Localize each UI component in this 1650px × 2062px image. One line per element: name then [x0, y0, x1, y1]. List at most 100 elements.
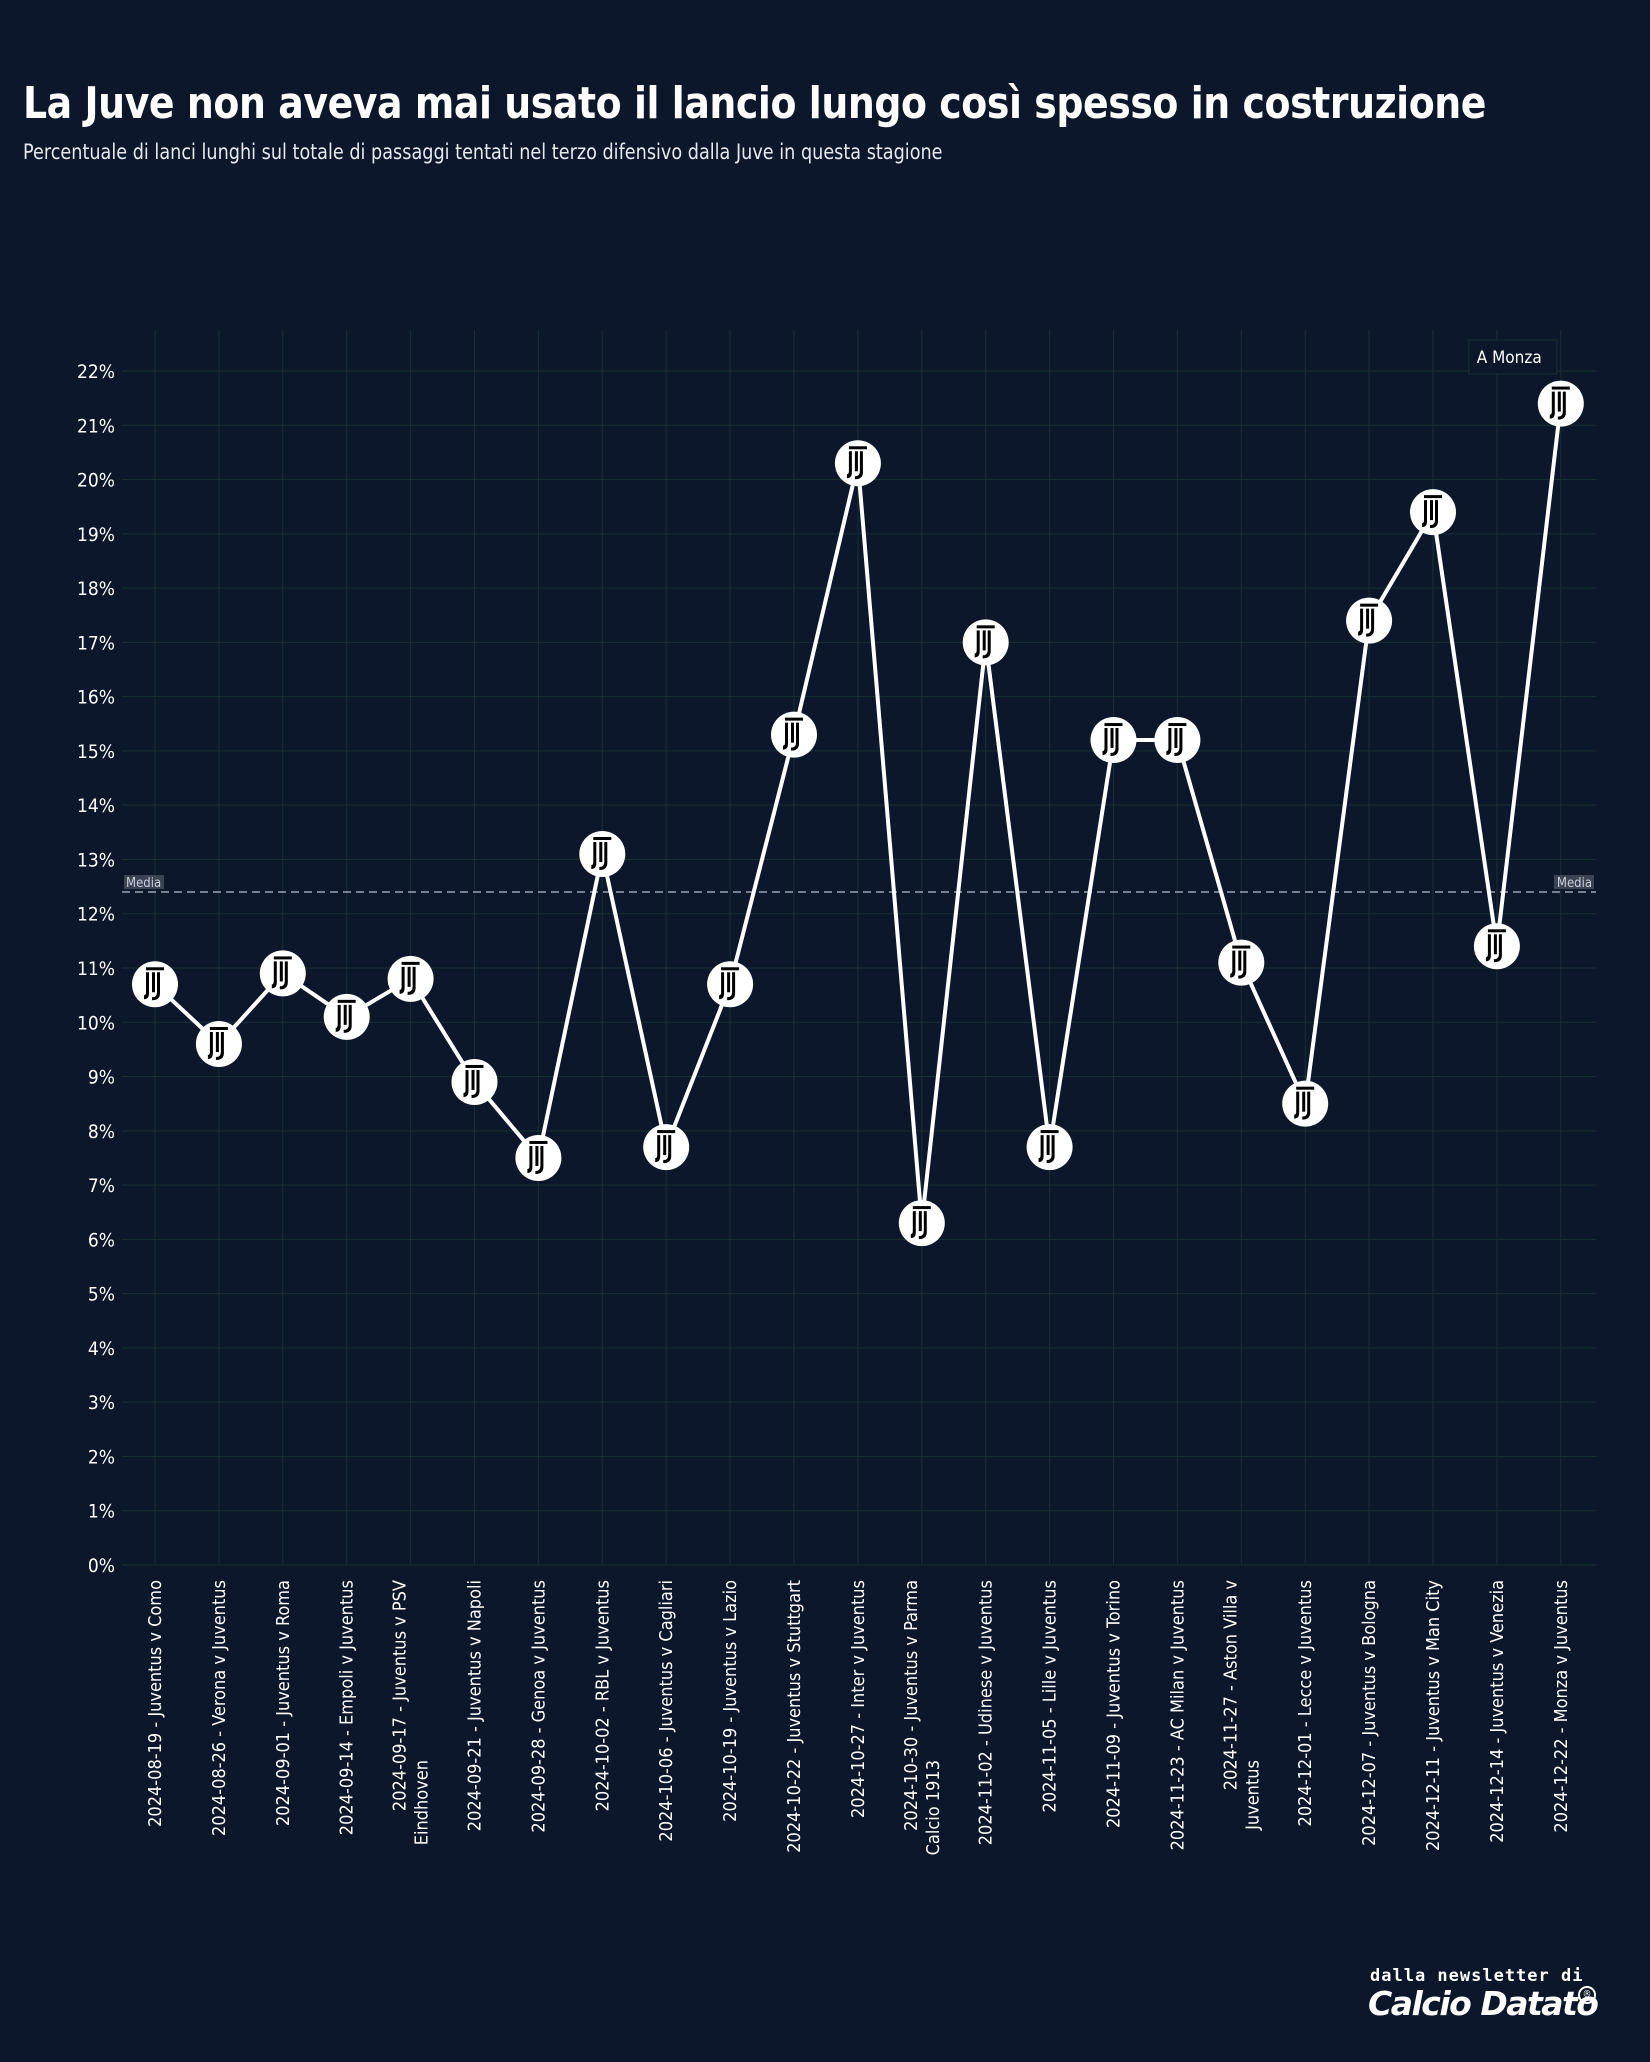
y-axis: 0% 1% 2% 3% 4% 5% 6% 7% 8% 9% 10% 11% 12% 13% 14% 15% 16…: [77, 361, 115, 1577]
x-tick-label: 2024-12-11 - Juventus v Man City: [1423, 1580, 1444, 1851]
juventus-logo-icon: [527, 1140, 548, 1174]
juventus-logo-icon: [144, 967, 164, 1001]
logo-wordmark-bar: [593, 837, 612, 841]
data-point: [1154, 717, 1201, 764]
logo-stroke-left: [1422, 500, 1427, 528]
x-tick-label: 2024-10-27 - Inter v Juventus: [848, 1580, 869, 1818]
x-tick-label-line: 2024-11-05 - Lille v Juventus: [1040, 1580, 1061, 1812]
x-tick-label: 2024-12-07 - Juventus v Bologna: [1359, 1580, 1380, 1846]
y-tick-label: 8%: [88, 1121, 115, 1143]
juventus-logo-icon: [1485, 929, 1506, 963]
x-tick-label-line: 2024-11-23 - AC Milan v Juventus: [1167, 1580, 1188, 1850]
logo-wordmark-bar: [912, 1206, 931, 1210]
mean-label-bg: [124, 875, 164, 890]
logo-stroke-left: [783, 722, 788, 750]
logo-wordmark-bar: [1040, 1130, 1059, 1134]
y-tick-label: 15%: [77, 741, 115, 763]
x-tick-label: 2024-09-17 - Juventus v PSV Eindhoven: [390, 1580, 433, 1845]
logo-stroke-left: [1166, 728, 1172, 756]
logo-stroke-right: [854, 451, 863, 480]
chart-subtitle: Percentuale di lanci lunghi sul totale d…: [23, 140, 943, 164]
data-point: [1090, 717, 1137, 764]
y-tick-label: 6%: [88, 1229, 115, 1251]
logo-stroke-left: [910, 1211, 916, 1239]
x-tick-label: 2024-11-05 - Lille v Juventus: [1040, 1580, 1061, 1812]
grid: [122, 330, 1596, 1566]
logo-wordmark-bar: [401, 961, 420, 965]
x-tick-label-line: 2024-12-14 - Juventus v Venezia: [1487, 1580, 1508, 1843]
logo-stroke-left: [144, 972, 149, 1000]
x-tick-label: 2024-11-09 - Juventus v Torino: [1104, 1580, 1125, 1828]
x-tick-label: 2024-08-26 - Verona v Juventus: [209, 1580, 230, 1836]
logo-stroke-right: [471, 1069, 480, 1098]
x-tick-label: 2024-11-23 - AC Milan v Juventus: [1167, 1580, 1188, 1850]
logo-stroke-left: [335, 1004, 341, 1032]
logo-stroke-mid: [215, 1031, 219, 1052]
logo-stroke-mid: [535, 1145, 539, 1166]
data-point: [1026, 1124, 1073, 1171]
x-tick-label-line: 2024-08-19 - Juventus v Como: [145, 1580, 166, 1827]
logo-wordmark-bar: [1232, 945, 1251, 949]
y-tick-label: 2%: [88, 1446, 115, 1468]
logo-stroke-left: [207, 1031, 213, 1059]
logo-stroke-left: [1549, 391, 1555, 419]
x-tick-label-line: 2024-10-06 - Juventus v Cagliari: [656, 1580, 677, 1842]
data-point: [1537, 380, 1584, 427]
data-point: [1282, 1080, 1329, 1127]
logo-wordmark-bar: [273, 956, 292, 960]
data-point: [451, 1058, 498, 1105]
juventus-logo-icon: [271, 956, 292, 990]
x-tick-label: 2024-10-19 - Juventus v Lazio: [720, 1580, 741, 1822]
logo-stroke-mid: [1174, 728, 1178, 749]
logo-wordmark-bar: [976, 625, 995, 629]
x-tick-label-line: 2024-11-02 - Udinese v Juventus: [976, 1580, 997, 1845]
data-point: [707, 961, 754, 1008]
juventus-logo-icon: [1294, 1086, 1315, 1120]
footer-newsletter-text: dalla newsletter di: [1370, 1966, 1584, 1986]
data-point: [323, 993, 370, 1040]
annotation-box: [1468, 339, 1558, 375]
data-point: [898, 1200, 945, 1247]
y-tick-label: 9%: [88, 1067, 115, 1089]
x-tick-label: 2024-09-14 - Empoli v Juventus: [337, 1580, 358, 1835]
logo-stroke-left: [399, 966, 405, 994]
data-point: [1346, 597, 1393, 644]
juventus-logo-icon: [910, 1206, 931, 1240]
x-tick-label-line: 2024-08-26 - Verona v Juventus: [209, 1580, 230, 1836]
logo-stroke-right: [663, 1135, 672, 1164]
logo-stroke-right: [279, 961, 288, 990]
footer-brand-logo: Calcio Datato: [1368, 1984, 1599, 2023]
x-tick-label-line: 2024-10-02 - RBL v Juventus: [592, 1580, 613, 1811]
juventus-logo-icon: [1422, 495, 1442, 529]
mean-label: Media: [126, 876, 161, 891]
x-tick-label-line: 2024-11-09 - Juventus v Torino: [1104, 1580, 1125, 1828]
x-tick-label-line: 2024-12-07 - Juventus v Bologna: [1359, 1580, 1380, 1846]
logo-stroke-right: [1557, 391, 1566, 420]
y-tick-label: 13%: [77, 849, 115, 871]
y-tick-label: 16%: [77, 687, 115, 709]
y-tick-label: 0%: [88, 1555, 115, 1577]
x-tick-label: 2024-09-01 - Juventus v Roma: [273, 1580, 294, 1826]
logo-stroke-left: [974, 630, 980, 658]
y-tick-label: 3%: [88, 1392, 115, 1414]
x-tick-label: 2024-10-06 - Juventus v Cagliari: [656, 1580, 677, 1842]
logo-stroke-right: [982, 630, 991, 659]
x-tick-label: 2024-09-21 - Juventus v Napoli: [465, 1580, 486, 1831]
logo-stroke-right: [791, 722, 799, 751]
logo-stroke-left: [719, 972, 725, 1000]
y-tick-label: 10%: [77, 1012, 115, 1034]
logo-stroke-left: [1038, 1135, 1044, 1163]
data-point: [515, 1134, 562, 1181]
logo-wordmark-bar: [1551, 386, 1570, 390]
data-point: [1410, 489, 1456, 536]
logo-stroke-mid: [791, 722, 794, 743]
annotation-text: A Monza: [1477, 348, 1542, 368]
logo-stroke-left: [1294, 1091, 1300, 1119]
logo-stroke-mid: [1046, 1135, 1050, 1156]
annotation: A Monza: [1468, 339, 1558, 375]
x-tick-label: 2024-10-22 - Juventus v Stuttgart: [784, 1580, 805, 1853]
juventus-logo-icon: [335, 999, 356, 1033]
x-tick-label-line: 2024-09-21 - Juventus v Napoli: [465, 1580, 486, 1831]
y-tick-label: 11%: [77, 958, 115, 980]
